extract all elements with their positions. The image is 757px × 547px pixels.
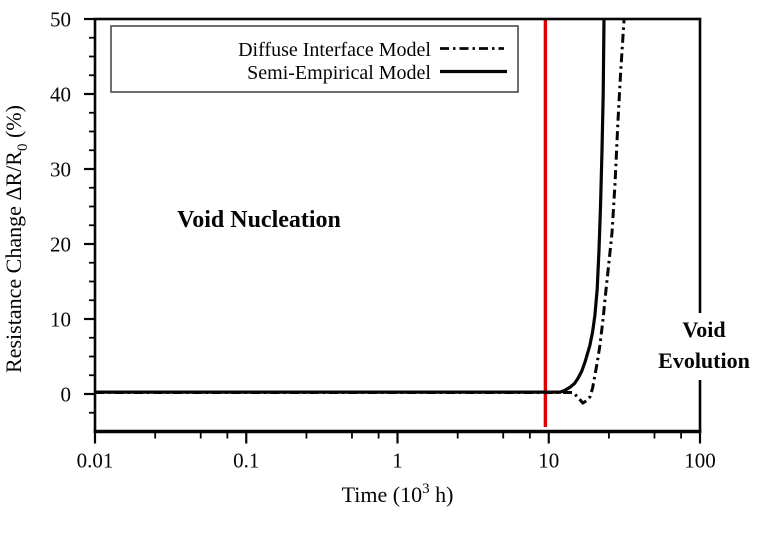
x-axis-title: Time (103 h) [342, 481, 454, 507]
legend-label-diffuse-interface: Diffuse Interface Model [238, 39, 431, 61]
annotation-voidnucleation: Void Nucleation [177, 207, 341, 233]
annotation-backing [652, 313, 756, 380]
y-tick-label: 10 [50, 308, 71, 332]
y-axis-title: Resistance Change ΔR/R0 (%) [1, 105, 31, 373]
x-tick-label: 0.01 [77, 449, 114, 473]
x-tick-label: 0.1 [233, 449, 259, 473]
series-curve-semi-empirical [95, 18, 606, 394]
x-tick-label: 10 [538, 449, 559, 473]
y-tick-label: 0 [61, 383, 72, 407]
y-tick-label: 50 [50, 8, 71, 32]
x-tick-label: 100 [684, 449, 716, 473]
y-tick-label: 20 [50, 233, 71, 257]
annotation-void-evolution: Void Evolution [658, 317, 750, 373]
legend-box [110, 25, 519, 93]
y-tick-label: 40 [50, 83, 71, 107]
y-tick-label: 30 [50, 158, 71, 182]
legend-label-semi-empirical: Semi-Empirical Model [247, 62, 431, 84]
x-tick-label: 1 [392, 449, 403, 473]
series-curve-diffuse-interface [95, 18, 626, 405]
